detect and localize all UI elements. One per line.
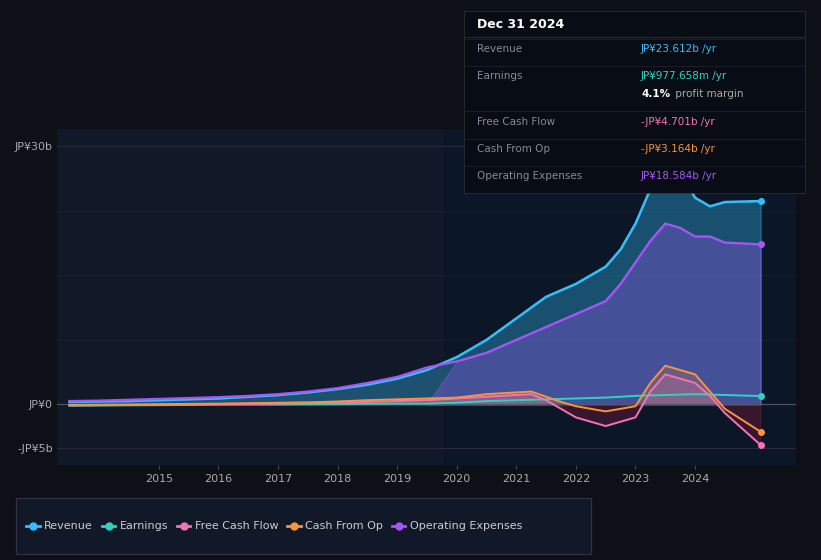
- Text: Dec 31 2024: Dec 31 2024: [478, 18, 565, 31]
- Text: -JP¥4.701b /yr: -JP¥4.701b /yr: [641, 117, 715, 127]
- Text: Free Cash Flow: Free Cash Flow: [478, 117, 556, 127]
- Text: Operating Expenses: Operating Expenses: [478, 171, 583, 181]
- Text: JP¥18.584b /yr: JP¥18.584b /yr: [641, 171, 718, 181]
- Text: profit margin: profit margin: [672, 90, 743, 100]
- Bar: [445, 129, 796, 465]
- Text: -JP¥3.164b /yr: -JP¥3.164b /yr: [641, 144, 715, 154]
- Text: 4.1%: 4.1%: [641, 90, 670, 100]
- Text: Revenue: Revenue: [478, 44, 523, 54]
- Legend: Revenue, Earnings, Free Cash Flow, Cash From Op, Operating Expenses: Revenue, Earnings, Free Cash Flow, Cash …: [22, 517, 526, 536]
- Text: Cash From Op: Cash From Op: [478, 144, 551, 154]
- Text: JP¥977.658m /yr: JP¥977.658m /yr: [641, 71, 727, 81]
- Text: JP¥23.612b /yr: JP¥23.612b /yr: [641, 44, 718, 54]
- Text: Earnings: Earnings: [478, 71, 523, 81]
